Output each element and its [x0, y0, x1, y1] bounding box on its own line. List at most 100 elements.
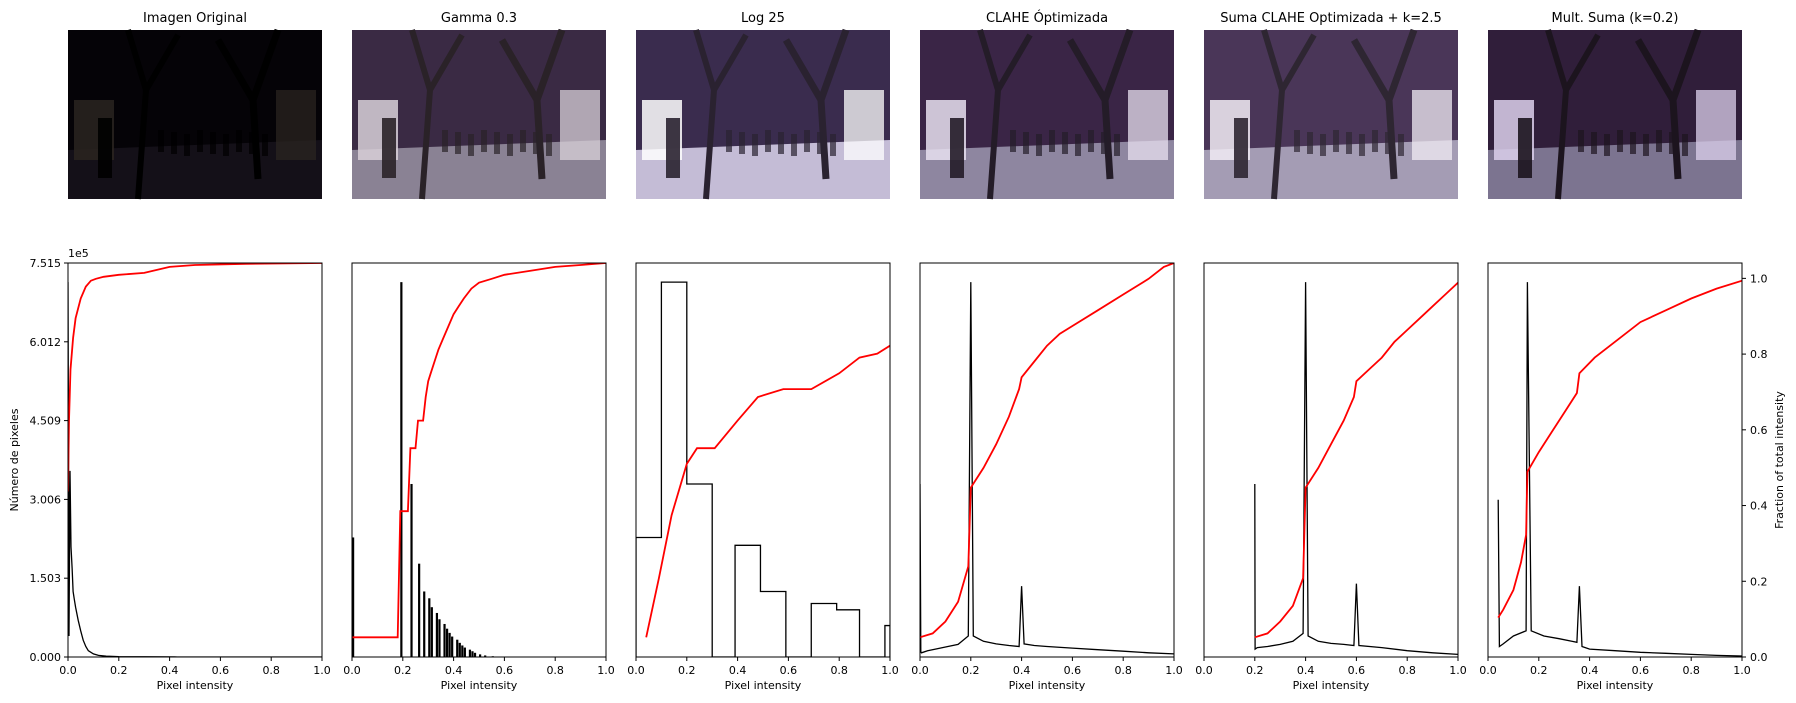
photo-tree: [1261, 29, 1317, 200]
photo-crowd-figure: [184, 134, 190, 156]
photo-crowd-figure: [1049, 130, 1055, 152]
photo-storefront-right: [1412, 90, 1452, 160]
histogram-bar: [443, 623, 446, 657]
cdf-line: [1254, 282, 1458, 639]
photo-crowd-figure: [817, 132, 823, 154]
photo-crowd-figure: [507, 134, 513, 156]
histogram-bar: [423, 591, 426, 657]
x-tick-label: 0.6: [1348, 664, 1366, 677]
right-y-tick-label: 0.0: [1750, 651, 1768, 664]
photo-crowd-figure: [830, 134, 836, 156]
photo-crowd-figure: [1075, 134, 1081, 156]
x-tick-label: 0.4: [1581, 664, 1599, 677]
photo-tree: [782, 28, 850, 180]
y-tick-label: 7.515: [30, 257, 62, 270]
histogram-bar: [448, 632, 451, 657]
x-tick-label: 0.4: [1297, 664, 1315, 677]
photo-crowd-figure: [778, 132, 784, 154]
photo-person: [950, 118, 964, 178]
x-tick-label: 0.4: [161, 664, 179, 677]
photo-crowd-figure: [1088, 130, 1094, 152]
x-tick-label: 0.2: [1530, 664, 1548, 677]
photo-crowd-figure: [1591, 132, 1597, 154]
x-tick-label: 1.0: [1165, 664, 1183, 677]
plot-area: [68, 263, 322, 657]
histogram-bar: [418, 563, 421, 657]
photo-tree: [1066, 28, 1134, 180]
photo-storefront-right: [560, 90, 600, 160]
histogram-bar: [400, 282, 403, 657]
cdf-line: [352, 263, 606, 639]
right-y-tick-label: 0.6: [1750, 424, 1768, 437]
y-axis-label: Número de pixeles: [8, 408, 21, 511]
x-tick-label: 0.6: [1064, 664, 1082, 677]
histogram-bar: [352, 537, 355, 657]
x-tick-label: 0.6: [496, 664, 514, 677]
photo-crowd-figure: [1114, 134, 1120, 156]
x-tick-label: 1.0: [1449, 664, 1467, 677]
histogram-line: [68, 282, 322, 657]
photo-storefront-right: [844, 90, 884, 160]
photo-person: [1518, 118, 1532, 178]
photo-tree: [1545, 29, 1601, 200]
x-tick-label: 0.0: [627, 664, 645, 677]
photo-crowd-figure: [1669, 132, 1675, 154]
x-tick-label: 0.2: [962, 664, 980, 677]
panel-title: Suma CLAHE Optimizada + k=2.5: [1220, 11, 1442, 26]
x-axis-label: Pixel intensity: [725, 679, 802, 692]
x-tick-label: 0.8: [262, 664, 280, 677]
x-axis-label: Pixel intensity: [1009, 679, 1086, 692]
photo-crowd-figure: [1010, 130, 1016, 152]
photo-crowd-figure: [1643, 134, 1649, 156]
photo-crowd-figure: [1023, 132, 1029, 154]
photo-crowd-figure: [791, 134, 797, 156]
histogram-line: [1497, 282, 1742, 657]
photo-crowd-figure: [494, 132, 500, 154]
histogram-bar: [479, 654, 482, 657]
photo-crowd-figure: [210, 132, 216, 154]
x-tick-label: 0.8: [1682, 664, 1700, 677]
histogram-bar: [438, 619, 441, 657]
right-y-axis-label: Fraction of total intensity: [1773, 391, 1786, 529]
panel-title: Gamma 0.3: [441, 11, 517, 26]
histogram-bar: [461, 645, 464, 657]
photo-storefront-right: [1128, 90, 1168, 160]
cdf-line: [1497, 279, 1742, 619]
x-tick-label: 0.0: [1479, 664, 1497, 677]
x-tick-label: 1.0: [597, 664, 615, 677]
photo-tree: [214, 28, 282, 180]
x-tick-label: 0.4: [445, 664, 463, 677]
photo-thumbnail: [1488, 28, 1742, 200]
x-tick-label: 0.8: [830, 664, 848, 677]
histogram-bar: [435, 612, 439, 657]
photo-crowd-figure: [804, 130, 810, 152]
panel-title: Imagen Original: [143, 11, 247, 26]
x-tick-label: 0.2: [1246, 664, 1264, 677]
image-panel: Suma CLAHE Optimizada + k=2.5: [1204, 11, 1458, 200]
y-tick-label: 4.509: [30, 415, 62, 428]
photo-crowd-figure: [1101, 132, 1107, 154]
photo-tree: [1350, 28, 1418, 180]
photo-crowd-figure: [442, 130, 448, 152]
histogram-panel: 0.0 0.2 0.4 0.6 0.8 1.0 Pixel intensity: [911, 262, 1183, 692]
photo-crowd-figure: [249, 132, 255, 154]
histogram-bar: [445, 628, 449, 657]
histogram-bar: [463, 647, 466, 657]
x-axis-label: Pixel intensity: [157, 679, 234, 692]
photo-crowd-figure: [533, 132, 539, 154]
histogram-panel: 0.0 0.2 0.4 0.6 0.8 1.0 Pixel intensity 0.000 1.…: [8, 247, 331, 692]
x-tick-label: 0.0: [911, 664, 929, 677]
photo-crowd-figure: [262, 134, 268, 156]
y-offset-label: 1e5: [68, 247, 89, 260]
photo-crowd-figure: [455, 132, 461, 154]
y-tick-label: 1.503: [30, 572, 62, 585]
photo-person: [1234, 118, 1248, 178]
right-y-tick-label: 0.4: [1750, 500, 1768, 513]
right-y-tick-label: 0.2: [1750, 575, 1768, 588]
panel-title: Mult. Suma (k=0.2): [1552, 11, 1679, 26]
right-y-tick-label: 0.8: [1750, 348, 1768, 361]
photo-crowd-figure: [236, 130, 242, 152]
y-tick-label: 0.000: [30, 651, 62, 664]
photo-tree: [125, 29, 181, 200]
